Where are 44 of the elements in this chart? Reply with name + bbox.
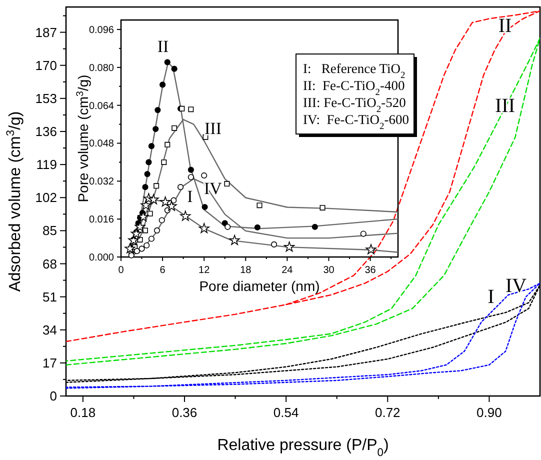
annotation: I (488, 286, 494, 308)
annotation: III: Fe-C-TiO$_{2}$-520 (303, 95, 406, 115)
y-tick-label: 34 (42, 322, 57, 338)
x-tick-label: 18 (240, 265, 252, 276)
y-tick-label: 102 (35, 190, 57, 206)
x-tick-label: 0.72 (374, 405, 400, 420)
x-tick-label: 12 (198, 265, 210, 276)
y-tick-label: 0.064 (88, 100, 114, 112)
x-tick-label: 0.36 (172, 405, 198, 420)
y-tick-label: 0 (50, 388, 57, 404)
y-tick-label: 0.080 (88, 62, 114, 74)
y-tick-label: 0.048 (88, 138, 114, 150)
y-tick-label: 0.032 (88, 176, 114, 188)
x-tick-label: 24 (282, 265, 294, 276)
annotation: II (157, 36, 169, 56)
x-tick-label: 0.18 (70, 405, 96, 420)
x-tick-label: 6 (160, 265, 166, 276)
annotation: II (498, 15, 512, 37)
y-tick-label: 170 (35, 58, 57, 73)
y-tick-label: 68 (42, 256, 57, 272)
y-tick-label: 17 (42, 355, 57, 370)
y-tick-label: 153 (35, 90, 57, 106)
x-tick-label: 0 (118, 265, 124, 276)
annotation: II: Fe-C-TiO$_{2}$-400 (303, 78, 405, 98)
x-axis-title: Pore diameter (nm) (199, 278, 320, 294)
y-tick-label: 0.016 (88, 214, 114, 226)
y-tick-label: 0.096 (88, 24, 114, 36)
x-tick-label: 0.54 (273, 405, 299, 420)
annotation: III (495, 95, 515, 117)
annotation: III (204, 118, 222, 138)
y-tick-label: 136 (35, 124, 57, 140)
y-tick-label: 51 (42, 289, 57, 304)
y-tick-label: 0.000 (88, 252, 114, 264)
annotation: IV (505, 275, 528, 297)
y-tick-label: 85 (42, 223, 57, 238)
annotation: I: Reference TiO$_{2}$ (303, 61, 406, 81)
annotation: IV: Fe-C-TiO$_{2}$-600 (303, 112, 410, 132)
y-tick-label: 119 (36, 157, 57, 172)
y-tick-label: 187 (35, 24, 57, 40)
annotation: I (187, 186, 194, 206)
x-axis-title: Relative pressure (P/P$_{0}$) (217, 437, 389, 459)
x-tick-label: 0.90 (476, 405, 502, 420)
x-tick-label: 36 (364, 265, 376, 276)
x-tick-label: 30 (323, 265, 335, 276)
